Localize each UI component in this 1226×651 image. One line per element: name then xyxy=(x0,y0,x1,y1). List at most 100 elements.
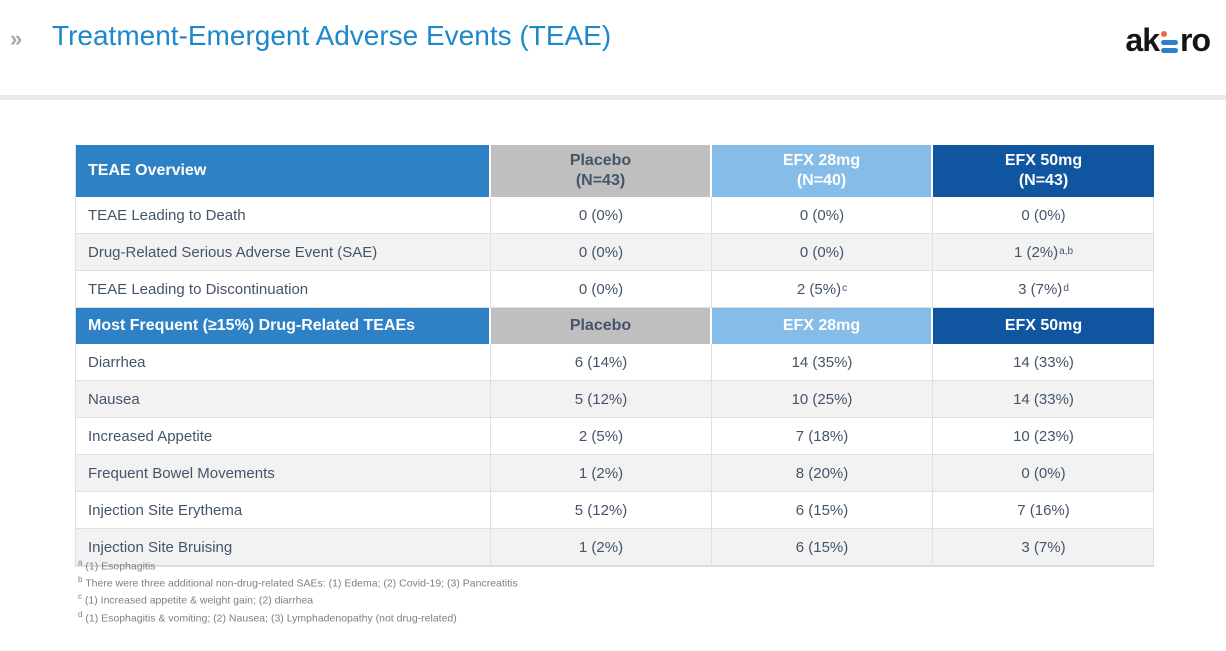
table-row-diarrhea: Diarrhea 6 (14%) 14 (35%) 14 (33%) xyxy=(76,344,1153,381)
col-header-label: EFX 28mg xyxy=(782,152,861,169)
logo-text-ro: ro xyxy=(1180,22,1211,58)
col-header-efx50: EFX 50mg xyxy=(933,308,1154,344)
cell-value: 0 (0%) xyxy=(1021,464,1066,482)
logo-blue-bar-icon xyxy=(1161,39,1178,45)
row-label: TEAE Leading to Death xyxy=(76,197,491,233)
cell-efx28: 10 (25%) xyxy=(712,381,933,417)
cell-efx50: 14 (33%) xyxy=(933,344,1154,380)
table-row-frequent-bowel-movements: Frequent Bowel Movements 1 (2%) 8 (20%) … xyxy=(76,455,1153,492)
cell-placebo: 0 (0%) xyxy=(491,234,712,270)
title-chevron-icon: » xyxy=(10,26,23,51)
cell-placebo: 6 (14%) xyxy=(491,344,712,380)
frequent-header-row: Most Frequent (≥15%) Drug-Related TEAEs … xyxy=(76,308,1154,344)
col-header-label: Placebo xyxy=(569,152,632,169)
footnote-text: There were three additional non-drug-rel… xyxy=(85,577,518,590)
frequent-section-title: Most Frequent (≥15%) Drug-Related TEAEs xyxy=(76,308,491,344)
cell-value: 0 (0%) xyxy=(799,243,845,261)
col-header-efx50: EFX 50mg (N=43) xyxy=(933,145,1154,197)
cell-value: 10 (23%) xyxy=(1013,427,1074,445)
cell-efx28: 6 (15%) xyxy=(712,492,933,528)
row-label: Increased Appetite xyxy=(76,418,491,454)
table-row-teae-death: TEAE Leading to Death 0 (0%) 0 (0%) 0 (0… xyxy=(76,197,1153,234)
logo-blue-bar-icon xyxy=(1161,47,1178,53)
cell-value: 0 (0%) xyxy=(799,206,845,224)
cell-placebo: 5 (12%) xyxy=(491,492,712,528)
cell-value: 14 (33%) xyxy=(1013,353,1074,371)
header-divider xyxy=(0,95,1226,100)
cell-value: 10 (25%) xyxy=(791,390,853,408)
footnote-b: b There were three additional non-drug-r… xyxy=(78,574,518,591)
logo-text-ak: ak xyxy=(1125,22,1160,58)
cell-placebo: 2 (5%) xyxy=(491,418,712,454)
col-header-label: Placebo xyxy=(569,317,632,334)
col-header-label: EFX 50mg xyxy=(1004,317,1083,334)
table-row-nausea: Nausea 5 (12%) 10 (25%) 14 (33%) xyxy=(76,381,1153,418)
row-label: Diarrhea xyxy=(76,344,491,380)
row-label: Drug-Related Serious Adverse Event (SAE) xyxy=(76,234,491,270)
logo-e-icon xyxy=(1161,29,1178,53)
cell-efx50: 14 (33%) xyxy=(933,381,1154,417)
cell-value: 0 (0%) xyxy=(578,280,624,298)
cell-value: 2 (5%) xyxy=(796,280,842,298)
table-row-drug-related-sae: Drug-Related Serious Adverse Event (SAE)… xyxy=(76,234,1153,271)
row-label: Injection Site Erythema xyxy=(76,492,491,528)
cell-value: 7 (18%) xyxy=(795,427,849,445)
table-row-increased-appetite: Increased Appetite 2 (5%) 7 (18%) 10 (23… xyxy=(76,418,1153,455)
row-label: Nausea xyxy=(76,381,491,417)
cell-efx50: 0 (0%) xyxy=(933,455,1154,491)
footnote-marker: b xyxy=(78,575,83,585)
cell-efx50: 7 (16%) xyxy=(933,492,1154,528)
cell-value: 14 (35%) xyxy=(791,353,853,371)
footnote-marker: a xyxy=(78,558,83,567)
footnote-marker: c xyxy=(78,592,82,602)
cell-efx28: 0 (0%) xyxy=(712,234,933,270)
overview-section-title: TEAE Overview xyxy=(76,145,491,197)
col-header-efx28: EFX 28mg (N=40) xyxy=(712,145,933,197)
col-header-n: (N=43) xyxy=(1018,172,1069,189)
col-header-n: (N=43) xyxy=(575,172,626,189)
cell-value: 0 (0%) xyxy=(578,243,624,261)
cell-placebo: 5 (12%) xyxy=(491,381,712,417)
footnote-text: (1) Esophagitis & vomiting; (2) Nausea; … xyxy=(85,612,457,625)
cell-value: 5 (12%) xyxy=(574,390,628,408)
cell-placebo: 1 (2%) xyxy=(491,529,712,565)
cell-efx50: 1 (2%) a,b xyxy=(1013,243,1074,261)
cell-value: 1 (2%) xyxy=(578,538,624,556)
row-label: Injection Site Bruising xyxy=(76,529,491,565)
cell-value: 6 (14%) xyxy=(574,353,628,371)
cell-value: 1 (2%) xyxy=(578,464,624,482)
cell-placebo: 0 (0%) xyxy=(491,271,712,307)
overview-header-row: TEAE Overview Placebo (N=43) EFX 28mg (N… xyxy=(76,145,1154,197)
logo-orange-dot-icon xyxy=(1161,30,1167,37)
cell-value: 0 (0%) xyxy=(1021,206,1066,224)
cell-value: 0 (0%) xyxy=(578,206,624,224)
table-row-injection-site-bruising: Injection Site Bruising 1 (2%) 6 (15%) 3… xyxy=(76,529,1153,566)
cell-value: 6 (15%) xyxy=(795,501,849,519)
page-title: Treatment-Emergent Adverse Events (TEAE) xyxy=(52,20,612,51)
cell-efx28: 8 (20%) xyxy=(712,455,933,491)
cell-placebo: 1 (2%) xyxy=(491,455,712,491)
teae-table: TEAE Overview Placebo (N=43) EFX 28mg (N… xyxy=(75,145,1154,567)
footnote-c: c (1) Increased appetite & weight gain; … xyxy=(78,591,518,608)
footnote-text: (1) Increased appetite & weight gain; (2… xyxy=(84,594,314,607)
cell-efx50: 3 (7%) xyxy=(933,529,1154,565)
col-header-placebo: Placebo (N=43) xyxy=(491,145,712,197)
cell-value: 3 (7%) xyxy=(1021,538,1066,556)
cell-value: 14 (33%) xyxy=(1013,390,1074,408)
cell-efx28: 6 (15%) xyxy=(712,529,933,565)
cell-value: 6 (15%) xyxy=(795,538,849,556)
row-label: TEAE Leading to Discontinuation xyxy=(76,271,491,307)
cell-efx50: 3 (7%) d xyxy=(1018,280,1069,298)
cell-value: 7 (16%) xyxy=(1017,501,1070,519)
table-row-injection-site-erythema: Injection Site Erythema 5 (12%) 6 (15%) … xyxy=(76,492,1153,529)
col-header-label: EFX 50mg xyxy=(1004,152,1083,169)
footnote-a: a (1) Esophagitis xyxy=(78,557,518,574)
cell-value: 5 (12%) xyxy=(574,501,628,519)
cell-value: 3 (7%) xyxy=(1018,280,1063,298)
col-header-placebo: Placebo xyxy=(491,308,712,344)
col-header-n: (N=40) xyxy=(796,172,847,189)
footnote-text: (1) Esophagitis xyxy=(85,560,156,573)
cell-efx28: 0 (0%) xyxy=(712,197,933,233)
footnotes: a (1) Esophagitis b There were three add… xyxy=(78,557,518,626)
cell-efx50: 10 (23%) xyxy=(933,418,1154,454)
